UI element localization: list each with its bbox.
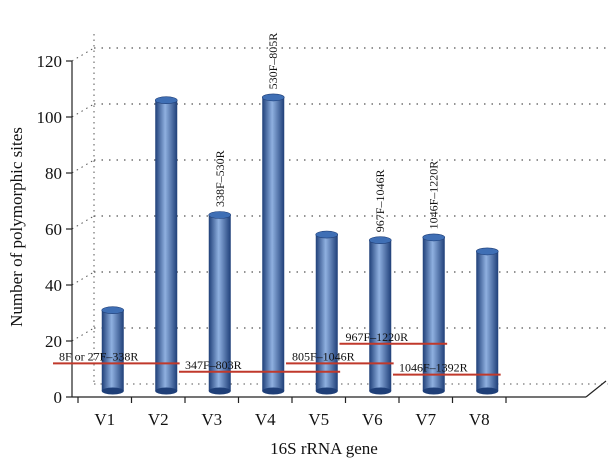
bar-body bbox=[208, 215, 231, 391]
bar-primer-label: 1046F–1220R bbox=[427, 161, 441, 230]
y-tick-label: 120 bbox=[37, 52, 63, 71]
bar-body bbox=[369, 240, 392, 391]
y-tick-label: 60 bbox=[45, 220, 62, 239]
region-label: 347F–803R bbox=[185, 358, 242, 372]
x-axis-title: 16S rRNA gene bbox=[270, 439, 378, 458]
x-tick-label: V2 bbox=[148, 410, 169, 429]
bar-body bbox=[315, 234, 338, 391]
bar-primer-label: 338F–530R bbox=[213, 150, 227, 207]
region-label: 8F or 27F–338R bbox=[59, 349, 138, 363]
bar-body bbox=[155, 100, 178, 391]
bar-body bbox=[101, 310, 124, 391]
y-tick-label: 20 bbox=[45, 332, 62, 351]
x-tick-label: V8 bbox=[469, 410, 490, 429]
bar-top bbox=[101, 306, 125, 315]
bars bbox=[101, 93, 499, 395]
x-tick-label: V1 bbox=[94, 410, 115, 429]
floor-corner-line bbox=[585, 380, 607, 398]
bar bbox=[261, 93, 285, 395]
gridline-side bbox=[71, 159, 95, 174]
bar-top bbox=[315, 230, 339, 239]
axes: 0 20 40 60 80 100 120 V1 V2 V3 V4 V5 V6 V7 V8 bbox=[37, 52, 607, 429]
bar-top bbox=[475, 247, 499, 256]
y-tick-label: 0 bbox=[54, 388, 63, 407]
bar bbox=[475, 247, 499, 395]
bar-body bbox=[422, 237, 445, 391]
bar-base bbox=[101, 387, 124, 395]
bar-top bbox=[261, 93, 285, 102]
y-tick-label: 100 bbox=[37, 108, 63, 127]
bar-body bbox=[262, 97, 285, 392]
region-label: 805F–1046R bbox=[292, 349, 355, 363]
gridlines bbox=[71, 34, 608, 385]
gridline-side bbox=[71, 215, 95, 230]
bar-top bbox=[154, 96, 178, 104]
bar bbox=[208, 211, 232, 395]
x-tick-label: V5 bbox=[308, 410, 329, 429]
bar-top bbox=[368, 236, 392, 244]
bar-body bbox=[476, 251, 499, 391]
region-label: 1046F–1392R bbox=[399, 361, 468, 375]
region-lines bbox=[53, 342, 501, 376]
gridline-side bbox=[71, 271, 95, 286]
bar bbox=[154, 96, 178, 395]
bar bbox=[422, 233, 446, 395]
bar bbox=[101, 306, 125, 395]
y-axis-title: Number of polymorphic sites bbox=[7, 127, 26, 327]
bar-base bbox=[262, 387, 285, 395]
bar-base bbox=[422, 387, 445, 395]
y-tick-label: 40 bbox=[45, 276, 62, 295]
x-tick-label: V7 bbox=[415, 410, 436, 429]
bar-top bbox=[422, 233, 446, 242]
bar bbox=[368, 236, 392, 395]
bar-base bbox=[315, 387, 338, 395]
bar-base bbox=[369, 387, 392, 395]
y-tick-label: 80 bbox=[45, 164, 62, 183]
gridline-side bbox=[71, 47, 95, 62]
bar-base bbox=[208, 387, 231, 395]
bar-top bbox=[208, 211, 232, 219]
x-tick-label: V3 bbox=[201, 410, 222, 429]
bar-base bbox=[476, 387, 499, 395]
x-tick-label: V4 bbox=[255, 410, 276, 429]
bar-primer-label: 530F–805R bbox=[266, 33, 280, 90]
bar bbox=[315, 230, 339, 395]
region-label: 967F–1220R bbox=[346, 330, 409, 344]
bar-primer-label: 967F–1046R bbox=[373, 170, 387, 233]
bar-base bbox=[155, 387, 178, 395]
x-tick-label: V6 bbox=[362, 410, 383, 429]
labels: 338F–530R 530F–805R 967F–1046R 1046F–1220R 8… bbox=[59, 33, 468, 375]
gridline-side bbox=[71, 327, 95, 342]
gridline-side bbox=[71, 103, 95, 118]
